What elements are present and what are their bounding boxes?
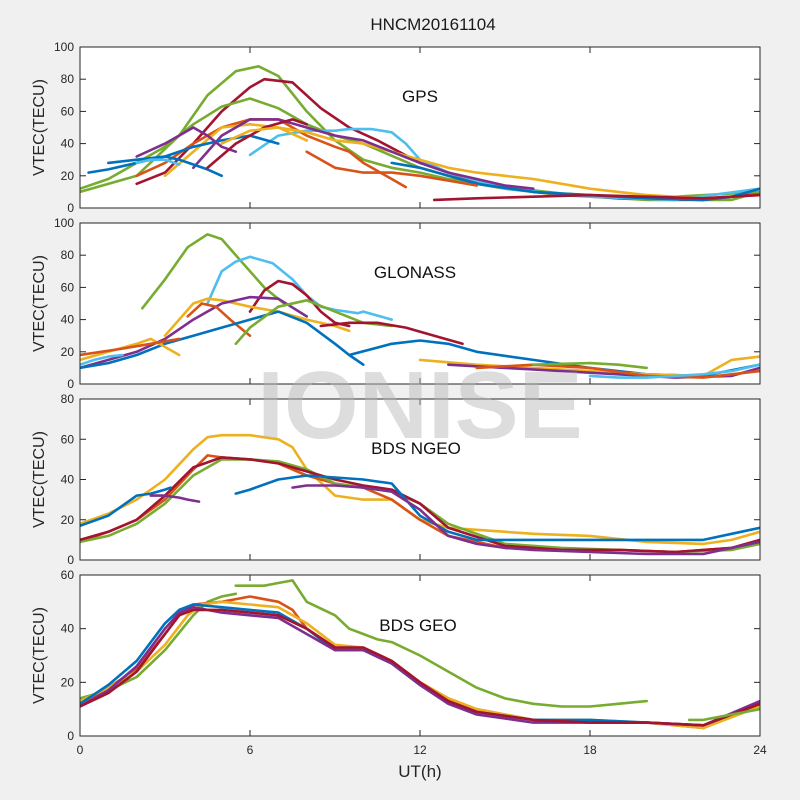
y-tick-label: 40 bbox=[61, 622, 75, 636]
series-line-11 bbox=[135, 126, 238, 158]
series-line-6 bbox=[291, 484, 760, 556]
series-line-1 bbox=[80, 433, 760, 546]
series-line-14 bbox=[531, 361, 649, 370]
figure-title: HNCM20161104 bbox=[370, 15, 495, 34]
series-group bbox=[80, 433, 760, 556]
y-tick-label: 0 bbox=[67, 553, 74, 567]
y-tick-label: 100 bbox=[54, 40, 74, 54]
series-line-17 bbox=[80, 337, 181, 357]
series-line-14 bbox=[305, 150, 479, 187]
plot-area bbox=[80, 47, 760, 208]
x-tick-label: 18 bbox=[583, 743, 597, 757]
y-tick-label: 80 bbox=[61, 248, 75, 262]
series-line-15 bbox=[206, 118, 309, 170]
x-axis-label: UT(h) bbox=[398, 762, 441, 781]
x-tick-label: 6 bbox=[247, 743, 254, 757]
y-tick-label: 80 bbox=[61, 392, 75, 406]
panel-2: 0 20 40 60 80 100 VTEC(TECU) GLONASS bbox=[31, 216, 761, 391]
panel-label: BDS NGEO bbox=[371, 439, 461, 458]
panel-label: GPS bbox=[402, 87, 438, 106]
y-tick-label: 60 bbox=[61, 280, 75, 294]
series-line-6 bbox=[163, 123, 760, 200]
series-line-13 bbox=[135, 158, 181, 166]
y-tick-label: 60 bbox=[61, 568, 75, 582]
watermark: IONISE bbox=[257, 352, 582, 459]
series-group bbox=[80, 579, 760, 730]
series-line-7 bbox=[80, 310, 365, 370]
series-line-15 bbox=[588, 363, 760, 379]
panel-1: 0 20 40 60 80 100 VTEC(TECU) GPS bbox=[31, 40, 761, 215]
series-line-8 bbox=[687, 707, 760, 722]
y-axis-label: VTEC(TECU) bbox=[31, 79, 48, 176]
y-tick-label: 20 bbox=[61, 345, 75, 359]
series-line-18 bbox=[80, 353, 124, 367]
y-tick-label: 80 bbox=[61, 72, 75, 86]
y-axis-label: VTEC(TECU) bbox=[31, 607, 48, 704]
series-line-1 bbox=[141, 233, 286, 310]
series-line-10 bbox=[432, 193, 760, 202]
series-line-5 bbox=[135, 118, 408, 189]
series-line-2 bbox=[234, 579, 649, 708]
series-line-3 bbox=[248, 279, 351, 328]
plot-area bbox=[80, 399, 760, 560]
y-tick-label: 0 bbox=[67, 377, 74, 391]
panel-3: 0 20 40 60 80 VTEC(TECU) BDS NGEO bbox=[31, 392, 761, 567]
y-tick-label: 20 bbox=[61, 675, 75, 689]
series-group bbox=[80, 233, 760, 379]
y-tick-label: 100 bbox=[54, 216, 74, 230]
y-axis-label: VTEC(TECU) bbox=[31, 255, 48, 352]
series-line-5 bbox=[80, 295, 309, 370]
series-line-8 bbox=[87, 134, 280, 174]
x-tick-label: 12 bbox=[413, 743, 427, 757]
series-line-13 bbox=[475, 363, 760, 379]
series-group bbox=[80, 65, 760, 202]
series-line-9 bbox=[319, 321, 464, 346]
panel-label: GLONASS bbox=[374, 263, 456, 282]
y-tick-label: 20 bbox=[61, 513, 75, 527]
y-tick-label: 40 bbox=[61, 313, 75, 327]
y-tick-label: 40 bbox=[61, 473, 75, 487]
series-line-7 bbox=[192, 118, 535, 190]
y-tick-label: 0 bbox=[67, 201, 74, 215]
series-line-6 bbox=[186, 302, 252, 338]
series-line-8 bbox=[149, 494, 201, 503]
series-line-2 bbox=[206, 255, 394, 321]
y-tick-label: 60 bbox=[61, 104, 75, 118]
series-line-16 bbox=[80, 337, 181, 362]
y-tick-label: 20 bbox=[61, 169, 75, 183]
series-line-7 bbox=[80, 608, 760, 727]
series-line-12 bbox=[446, 363, 760, 379]
y-tick-label: 60 bbox=[61, 432, 75, 446]
series-line-16 bbox=[220, 126, 309, 145]
y-tick-label: 0 bbox=[67, 729, 74, 743]
y-tick-label: 40 bbox=[61, 137, 75, 151]
y-axis-label: VTEC(TECU) bbox=[31, 431, 48, 528]
x-tick-label: 24 bbox=[753, 743, 767, 757]
panel-4: 0 20 40 60 0 6 12 18 24 VTEC(TECU) BDS GEO bbox=[31, 568, 767, 757]
series-line-4 bbox=[163, 297, 351, 338]
panel-label: BDS GEO bbox=[379, 616, 456, 635]
series-line-7 bbox=[80, 486, 172, 528]
series-line-12 bbox=[107, 155, 223, 178]
series-line-4 bbox=[80, 456, 760, 554]
x-tick-label: 0 bbox=[77, 743, 84, 757]
